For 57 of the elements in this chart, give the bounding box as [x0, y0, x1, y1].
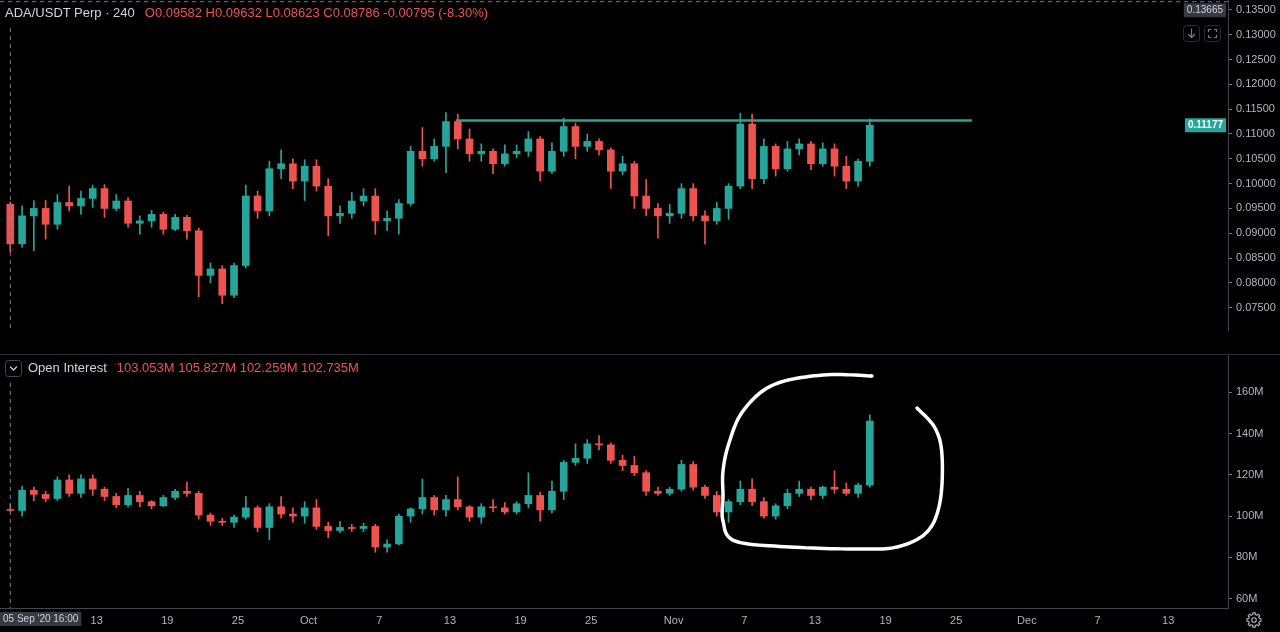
- x-tick-label: Oct: [300, 613, 318, 626]
- chart-subtitle: O0.09582 H0.09632 L0.08623 C0.08786 -0.00795 (-8.30%): [144, 5, 489, 21]
- x-tick-label: Dec: [1017, 613, 1038, 626]
- candlestick: [477, 143, 486, 162]
- y-tick-label: 160M: [1236, 385, 1264, 398]
- x-tick-label: 19: [161, 613, 174, 626]
- ref-line-label: 0.13665: [1186, 4, 1224, 16]
- x-tick-label: 25: [950, 613, 963, 626]
- y-tick-label: 60M: [1236, 591, 1258, 604]
- y-tick-label: 0.11500: [1236, 102, 1275, 115]
- ref-line-label: 05 Sep '20 16:00: [3, 613, 79, 625]
- y-tick-label: 0.13500: [1236, 2, 1276, 15]
- x-tick-label: 19: [514, 613, 527, 626]
- chart-title: Open Interest: [28, 360, 107, 376]
- candlestick: [701, 210, 709, 245]
- x-tick-label: 25: [585, 613, 598, 626]
- y-tick-label: 0.09000: [1236, 226, 1276, 239]
- x-tick-label: 19: [879, 613, 892, 626]
- annotation: 0.11177: [1187, 119, 1224, 131]
- y-tick-label: 0.11000: [1236, 127, 1275, 140]
- candlestick: [277, 149, 285, 179]
- x-tick-label: 7: [741, 613, 748, 626]
- y-tick-label: 80M: [1236, 550, 1258, 563]
- candlestick: [347, 524, 356, 532]
- y-tick-label: 0.08500: [1236, 251, 1276, 264]
- y-tick-label: 120M: [1236, 467, 1264, 480]
- y-tick-label: 0.07500: [1236, 300, 1276, 313]
- candlestick: [665, 204, 674, 224]
- y-tick-label: 0.08000: [1236, 275, 1276, 288]
- y-tick-label: 0.12500: [1236, 52, 1276, 65]
- y-tick-label: 140M: [1236, 426, 1264, 439]
- candlestick: [218, 517, 227, 526]
- candlestick: [595, 435, 603, 451]
- chart-title: ADA/USDT Perp · 240: [5, 5, 135, 21]
- y-tick-label: 0.12000: [1236, 77, 1276, 90]
- y-tick-label: 0.10500: [1236, 151, 1276, 164]
- candlestick: [30, 200, 38, 251]
- x-tick-label: 13: [808, 613, 822, 626]
- x-tick-label: Nov: [663, 613, 684, 626]
- candlestick: [336, 205, 344, 224]
- y-tick-label: 0.10000: [1236, 176, 1276, 189]
- candlestick: [65, 185, 74, 212]
- candlestick: [383, 210, 391, 232]
- candlestick: [489, 499, 497, 513]
- y-tick-label: 0.13000: [1236, 27, 1276, 40]
- x-tick-label: 25: [231, 613, 245, 626]
- candlestick: [654, 203, 662, 239]
- chart-subtitle: 103.053M 105.827M 102.259M 102.735M: [116, 360, 359, 376]
- y-tick-label: 100M: [1236, 509, 1264, 522]
- y-tick-label: 0.09500: [1236, 201, 1276, 214]
- candlestick: [183, 481, 191, 497]
- candlestick: [135, 215, 144, 235]
- x-tick-label: 7: [376, 613, 383, 626]
- x-tick-label: 13: [90, 613, 103, 626]
- x-tick-label: 13: [443, 613, 457, 626]
- x-tick-label: 7: [1094, 613, 1101, 626]
- x-tick-label: 13: [1162, 613, 1175, 626]
